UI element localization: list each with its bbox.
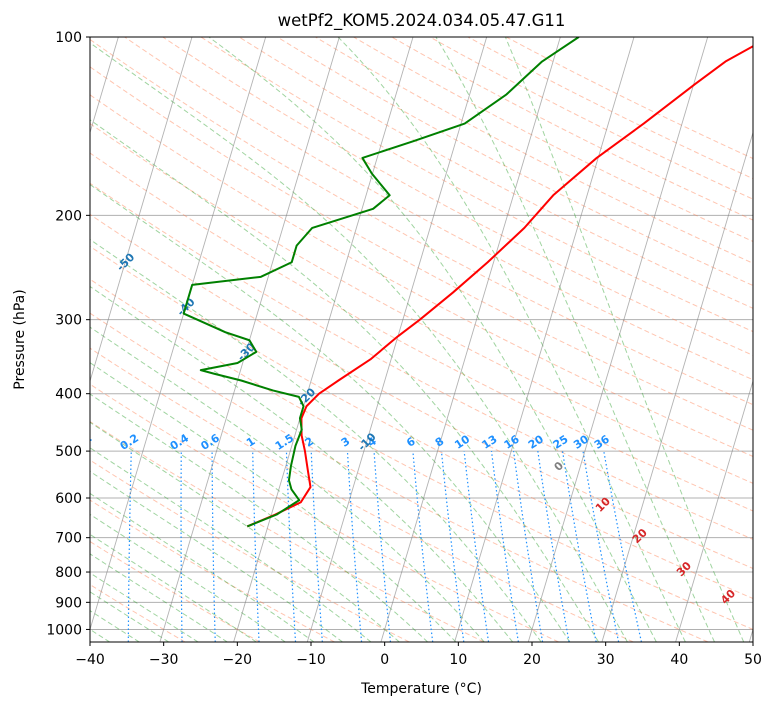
y-tick-label: 300 [55, 313, 82, 329]
dry-adiabat-line [90, 499, 335, 642]
mixing-ratio-line [463, 451, 490, 642]
dry-adiabat-line [90, 347, 634, 642]
moist-adiabat-line [90, 42, 628, 642]
x-tick-label: −40 [75, 652, 105, 668]
y-axis-label: Pressure (hPa) [12, 289, 28, 389]
isotherm-line [233, 37, 414, 642]
x-axis-label: Temperature (°C) [360, 681, 482, 697]
x-tick-label: −30 [149, 652, 179, 668]
moist-adiabat-line [504, 37, 745, 642]
mixing-ratio-label: 0.1 [71, 431, 94, 453]
sounding-series [182, 37, 753, 528]
dry-adiabat-line [90, 459, 410, 642]
mixing-ratio-lines [127, 450, 643, 642]
dry-adiabat-line [90, 245, 753, 600]
dry-adiabat-line [124, 37, 753, 381]
mixing-ratio-line [440, 451, 465, 642]
y-tick-label: 600 [55, 491, 82, 507]
y-tick-label: 100 [55, 30, 82, 46]
y-axis-ticks: 100 200 300 400 500 600 700 800 900 1000 [46, 30, 90, 638]
x-tick-label: 30 [597, 652, 615, 668]
isotherm-line [90, 37, 267, 632]
dry-adiabat-line [505, 37, 753, 160]
x-tick-label: 40 [670, 652, 688, 668]
moist-adiabat-line [90, 421, 400, 642]
mixing-ratio-line [582, 451, 620, 642]
dry-adiabat-line [162, 37, 753, 356]
x-tick-label: −10 [296, 652, 326, 668]
dry-adiabat-line [391, 37, 753, 221]
x-tick-label: 50 [744, 652, 762, 668]
dry-adiabat-line [467, 37, 753, 180]
isotherm-line [306, 37, 488, 642]
dry-adiabat-line [353, 37, 753, 242]
y-tick-label: 500 [55, 444, 82, 460]
y-tick-label: 800 [55, 565, 82, 581]
isotherm-line [675, 379, 753, 642]
mixing-ratio-line [513, 451, 544, 642]
chart-title: wetPf2_KOM5.2024.034.05.47.G11 [278, 11, 566, 31]
x-tick-label: 0 [380, 652, 389, 668]
isotherm-line [454, 37, 635, 642]
y-tick-label: 200 [55, 208, 82, 224]
y-tick-label: 400 [55, 387, 82, 403]
mixing-ratio-line [373, 451, 392, 642]
moist-adiabat-line [90, 447, 372, 642]
moist-adiabat-line [90, 119, 599, 642]
x-tick-label: 20 [523, 652, 541, 668]
moist-adiabat-line [90, 238, 542, 642]
dry-adiabat-line [90, 122, 753, 484]
y-tick-label: 900 [55, 595, 82, 611]
dry-adiabat-line [90, 94, 753, 457]
dry-adiabat-line [238, 37, 753, 309]
mixing-ratio-line [346, 451, 363, 642]
temperature-profile [246, 45, 753, 528]
mixing-ratio-line [412, 451, 434, 642]
mixing-ratio-line [490, 451, 519, 642]
dewpoint-profile [182, 37, 580, 528]
mixing-ratio-line [603, 450, 643, 642]
dry-adiabat-line [315, 37, 753, 264]
y-tick-label: 1000 [46, 622, 82, 638]
moist-adiabat-line [90, 326, 485, 642]
moist-adiabat-line [90, 470, 343, 642]
plot-area: 0.10.20.40.611.52346810131620253036-100-… [71, 37, 753, 642]
isotherm-line [527, 37, 709, 642]
moist-adiabat-line [90, 492, 315, 642]
dry-adiabat-line [200, 37, 753, 333]
dry-adiabat-line [90, 38, 753, 406]
x-axis-ticks: −40 −30 −20 −10 0 10 20 30 40 50 [75, 642, 762, 668]
x-tick-label: −20 [223, 652, 253, 668]
x-tick-label: 10 [449, 652, 467, 668]
dry-adiabat-line [90, 182, 753, 540]
isotherm-line [90, 37, 193, 383]
isotherm-line [380, 37, 561, 642]
moist-adiabat-line [337, 37, 686, 642]
dry-adiabat-line [90, 383, 559, 642]
moist-adiabat-line [435, 37, 715, 642]
dry-adiabat-line [90, 312, 709, 642]
y-tick-label: 700 [55, 531, 82, 547]
moist-adiabat-line [90, 362, 457, 642]
plot-frame [89, 36, 754, 643]
isotherm-line [601, 131, 753, 642]
